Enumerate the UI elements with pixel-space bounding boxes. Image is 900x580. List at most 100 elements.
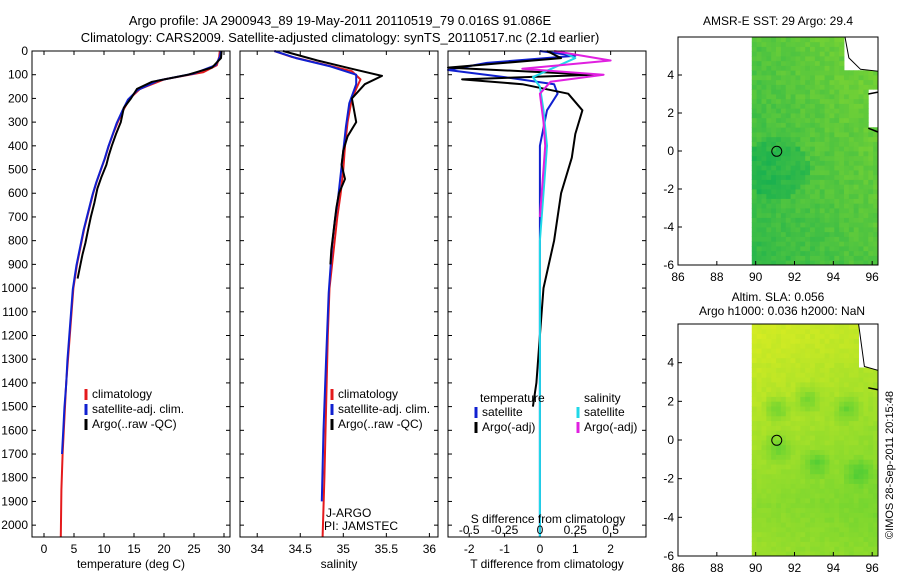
map-cell: [751, 212, 758, 218]
map-cell: [766, 108, 772, 114]
map-cell: [863, 531, 869, 538]
map-cell: [868, 425, 874, 431]
map-cell: [805, 65, 811, 71]
map-cell: [873, 236, 879, 242]
map-cell: [848, 189, 855, 195]
map-cell: [776, 155, 782, 161]
map-cell: [868, 198, 874, 204]
map-cell: [795, 174, 801, 180]
map-cell: [785, 348, 792, 354]
map-cell: [819, 377, 825, 383]
map-cell: [873, 507, 879, 513]
map-cell: [790, 454, 796, 460]
map-cell: [766, 174, 772, 180]
map-cell: [839, 260, 845, 266]
map-cell: [863, 70, 869, 76]
map-cell: [795, 353, 801, 359]
map-cell: [761, 406, 767, 412]
map-cell: [751, 250, 758, 256]
series-line-satellite-adj-clim--1: [274, 50, 358, 502]
map-cell: [751, 84, 758, 90]
map-cell: [829, 372, 835, 378]
map-cell: [790, 517, 796, 523]
map-cell: [858, 483, 864, 489]
map-cell: [858, 527, 864, 533]
map-cell: [800, 396, 806, 402]
map-cell: [761, 507, 767, 513]
map-cell: [780, 324, 787, 330]
map-cell: [863, 89, 869, 95]
map-cell: [751, 94, 758, 100]
map-cell: [795, 41, 801, 47]
map-cell: [834, 217, 840, 223]
map-cell: [829, 396, 835, 402]
map-cell: [834, 362, 840, 368]
map-cell: [776, 483, 782, 489]
map-cell: [824, 141, 830, 147]
map-cell: [848, 488, 855, 494]
map-cell: [834, 103, 840, 109]
map-cell: [844, 132, 850, 138]
map-cell: [819, 260, 825, 266]
map-cell: [776, 98, 782, 104]
map-cell: [790, 108, 796, 114]
map-cell: [785, 51, 792, 57]
map-cell: [751, 203, 758, 209]
map-cell: [829, 170, 835, 176]
map-frame: [677, 36, 879, 266]
map-cell: [853, 386, 859, 393]
map-cell: [776, 420, 782, 426]
map-cell: [824, 84, 830, 90]
map-cell: [780, 382, 787, 388]
map-cell: [761, 546, 767, 552]
map-cell: [819, 411, 825, 417]
map-cell: [795, 440, 801, 446]
map-cell: [761, 127, 767, 133]
y-tick-label: 1700: [1, 447, 28, 461]
map-cell: [814, 498, 821, 504]
map-cell: [790, 328, 796, 335]
map-cell: [785, 260, 792, 266]
y-tick-label: 2000: [1, 518, 28, 532]
map-cell: [776, 212, 782, 218]
map-cell: [785, 198, 792, 204]
map-cell: [776, 449, 782, 455]
map-cell: [810, 94, 816, 100]
map-cell: [814, 70, 821, 76]
map-cell: [751, 435, 758, 441]
map-cell: [751, 231, 758, 237]
map-cell: [814, 440, 821, 446]
map-cell: [863, 541, 869, 547]
map-cell: [810, 483, 816, 489]
land-coast: [868, 387, 879, 391]
map-cell: [795, 146, 801, 152]
map-cell: [873, 449, 879, 455]
map-cell: [761, 348, 767, 354]
map-cell: [771, 46, 777, 52]
map-cell: [805, 454, 811, 460]
map-cell: [810, 464, 816, 470]
map-cell: [834, 328, 840, 335]
map-cell: [868, 382, 874, 388]
map-cell: [824, 498, 830, 504]
map-cell: [766, 483, 772, 489]
map-cell: [844, 241, 850, 247]
map-cell: [800, 386, 806, 393]
map-cell: [858, 79, 864, 85]
map-cell: [853, 357, 859, 364]
map-cell: [873, 136, 879, 142]
map-cell: [824, 473, 830, 480]
map-cell: [844, 372, 850, 378]
map-cell: [853, 406, 859, 412]
map-cell: [766, 444, 772, 451]
map-cell: [814, 141, 821, 147]
map-cell: [780, 70, 787, 76]
map-cell: [853, 260, 859, 266]
map-cell: [819, 250, 825, 256]
map-cell: [751, 260, 758, 266]
map-cell: [771, 246, 777, 252]
map-cell: [780, 493, 787, 499]
map-cell: [761, 536, 767, 542]
map-cell: [785, 65, 792, 71]
map-cell: [863, 551, 869, 557]
